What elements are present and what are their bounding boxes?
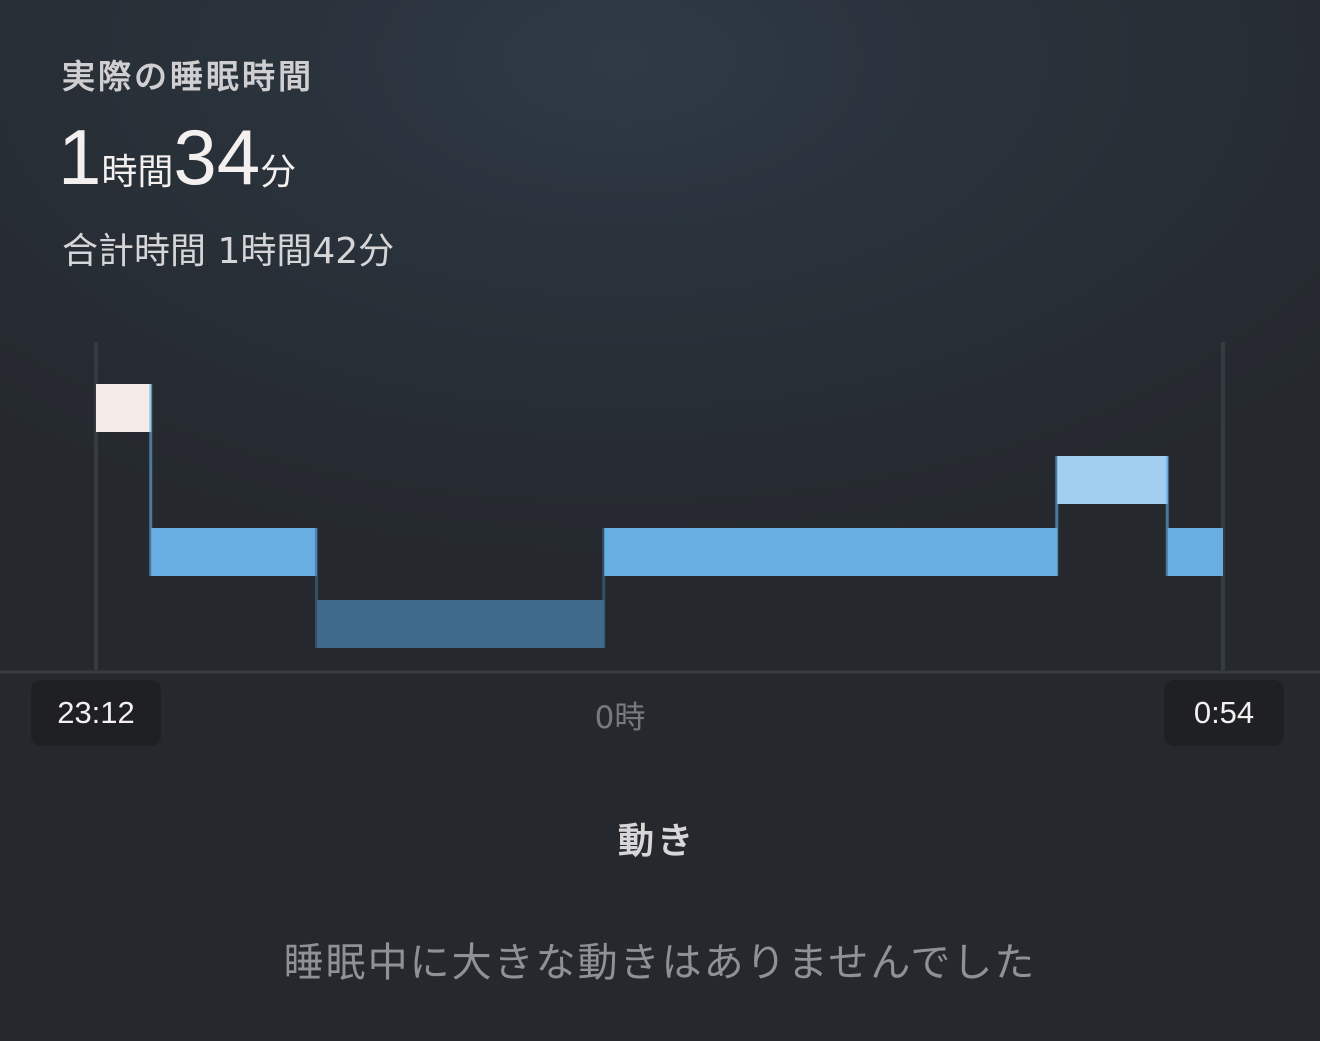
- stage-transition: [1055, 456, 1059, 576]
- midnight-tick-label: 0時: [594, 700, 646, 736]
- stage-segment-3: [604, 528, 1058, 576]
- stage-segment-4: [1057, 456, 1168, 504]
- stage-transition: [314, 528, 318, 648]
- stage-transition: [1165, 456, 1169, 576]
- stage-segment-0: [96, 384, 152, 432]
- start-time-label: 23:12: [31, 680, 161, 746]
- stage-segment-2: [316, 600, 605, 648]
- end-time-label: 0:54: [1164, 680, 1284, 746]
- total-time: 合計時間 1時間42分: [62, 231, 395, 272]
- actual-sleep-label: 実際の睡眠時間: [62, 57, 314, 96]
- stage-transition: [149, 384, 153, 576]
- stage-transition: [602, 528, 606, 648]
- hours-value: 1: [58, 113, 102, 201]
- minutes-value: 34: [173, 113, 261, 201]
- stage-segment-5: [1167, 528, 1223, 576]
- hours-unit: 時間: [101, 152, 174, 193]
- movement-message: 睡眠中に大きな動きはありませんでした: [283, 940, 1037, 986]
- minutes-unit: 分: [260, 152, 297, 193]
- stage-segment-1: [151, 528, 317, 576]
- movement-title: 動き: [617, 821, 696, 862]
- sleep-stage-chart: [0, 342, 1320, 674]
- actual-sleep-duration: 1時間34分: [58, 112, 296, 203]
